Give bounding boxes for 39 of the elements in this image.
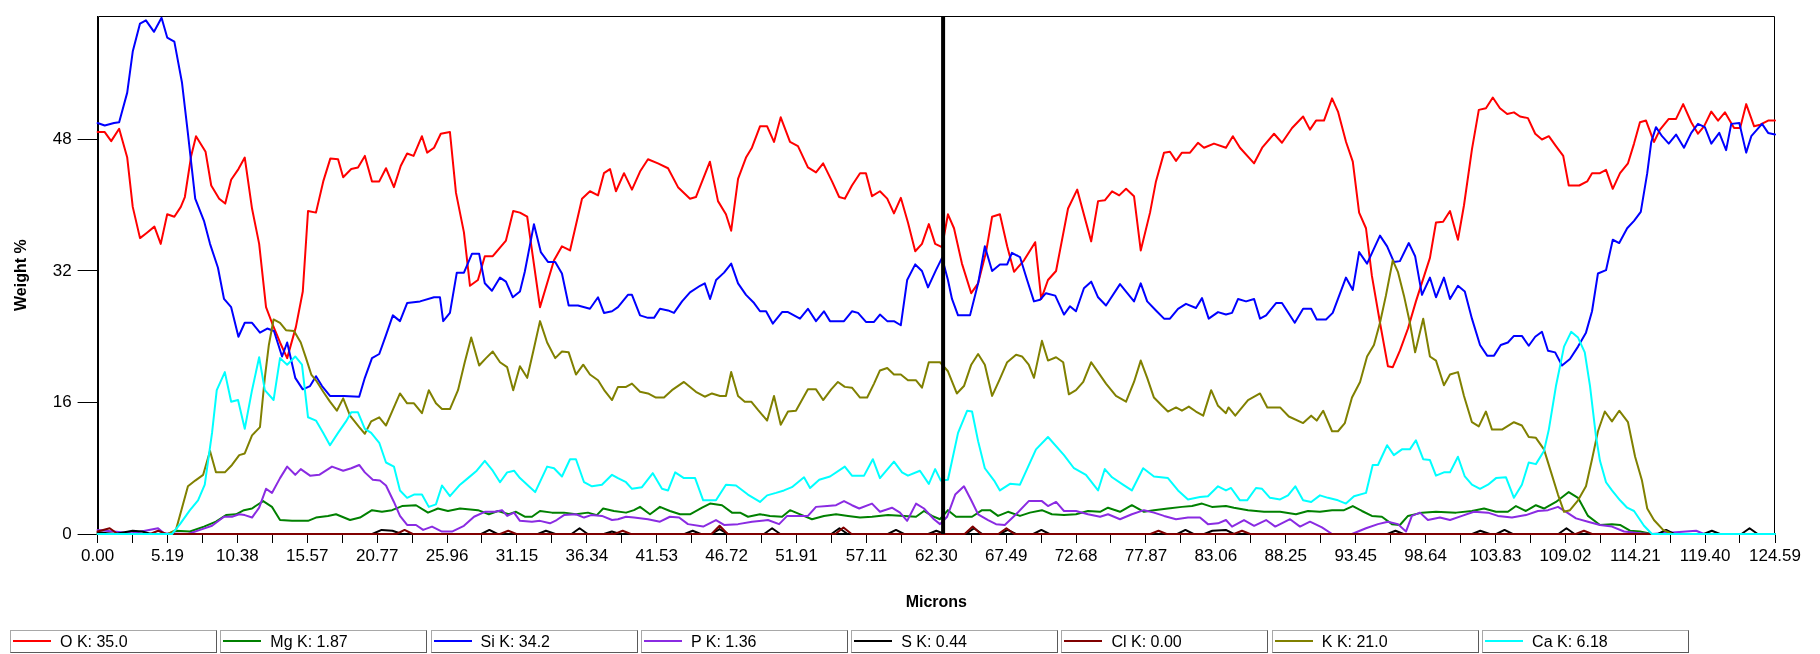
- x-tick-label: 10.38: [216, 545, 259, 565]
- x-tick-label: 25.96: [425, 545, 469, 565]
- x-tick-label: 51.91: [775, 545, 818, 565]
- y-tick-label: 32: [52, 260, 72, 280]
- x-tick-label: 36.34: [565, 545, 609, 565]
- legend-label: Mg K: 1.87: [270, 633, 348, 651]
- legend-label: S K: 0.44: [901, 633, 968, 651]
- x-tick-label: 0.00: [81, 545, 115, 565]
- x-tick-label: 46.72: [705, 545, 748, 565]
- y-tick-label: 16: [52, 392, 72, 412]
- legend-label: Cl K: 0.00: [1111, 633, 1182, 651]
- x-tick-label: 103.83: [1469, 545, 1522, 565]
- x-tick-label: 88.25: [1264, 545, 1308, 565]
- x-tick-label: 31.15: [495, 545, 539, 565]
- x-tick-label: 67.49: [984, 545, 1028, 565]
- x-tick-label: 83.06: [1194, 545, 1238, 565]
- y-axis-title: Weight %: [12, 239, 30, 311]
- y-tick-label: 0: [62, 523, 72, 543]
- x-tick-label: 15.57: [285, 545, 329, 565]
- x-tick-label: 20.77: [355, 545, 399, 565]
- x-tick-label: 5.19: [150, 545, 185, 565]
- legend-label: Si K: 34.2: [480, 633, 550, 651]
- x-tick-label: 93.45: [1334, 545, 1378, 565]
- x-tick-label: 124.59: [1749, 545, 1801, 565]
- x-tick-label: 114.21: [1609, 545, 1661, 565]
- x-tick-label: 41.53: [635, 545, 679, 565]
- x-tick-label: 62.30: [915, 545, 958, 565]
- legend-label: P K: 1.36: [690, 633, 757, 651]
- legend-label: O K: 35.0: [60, 633, 128, 651]
- legend-label: Ca K: 6.18: [1532, 633, 1608, 651]
- x-tick-label: 109.02: [1539, 545, 1592, 565]
- legend-label: K K: 21.0: [1321, 633, 1388, 651]
- x-tick-label: 72.68: [1054, 545, 1098, 565]
- x-tick-label: 77.87: [1124, 545, 1168, 565]
- y-tick-label: 48: [52, 129, 72, 149]
- x-axis-title: Microns: [905, 592, 968, 610]
- x-tick-label: 98.64: [1404, 545, 1447, 565]
- x-tick-label: 119.40: [1679, 545, 1731, 565]
- x-tick-label: 57.11: [845, 545, 888, 565]
